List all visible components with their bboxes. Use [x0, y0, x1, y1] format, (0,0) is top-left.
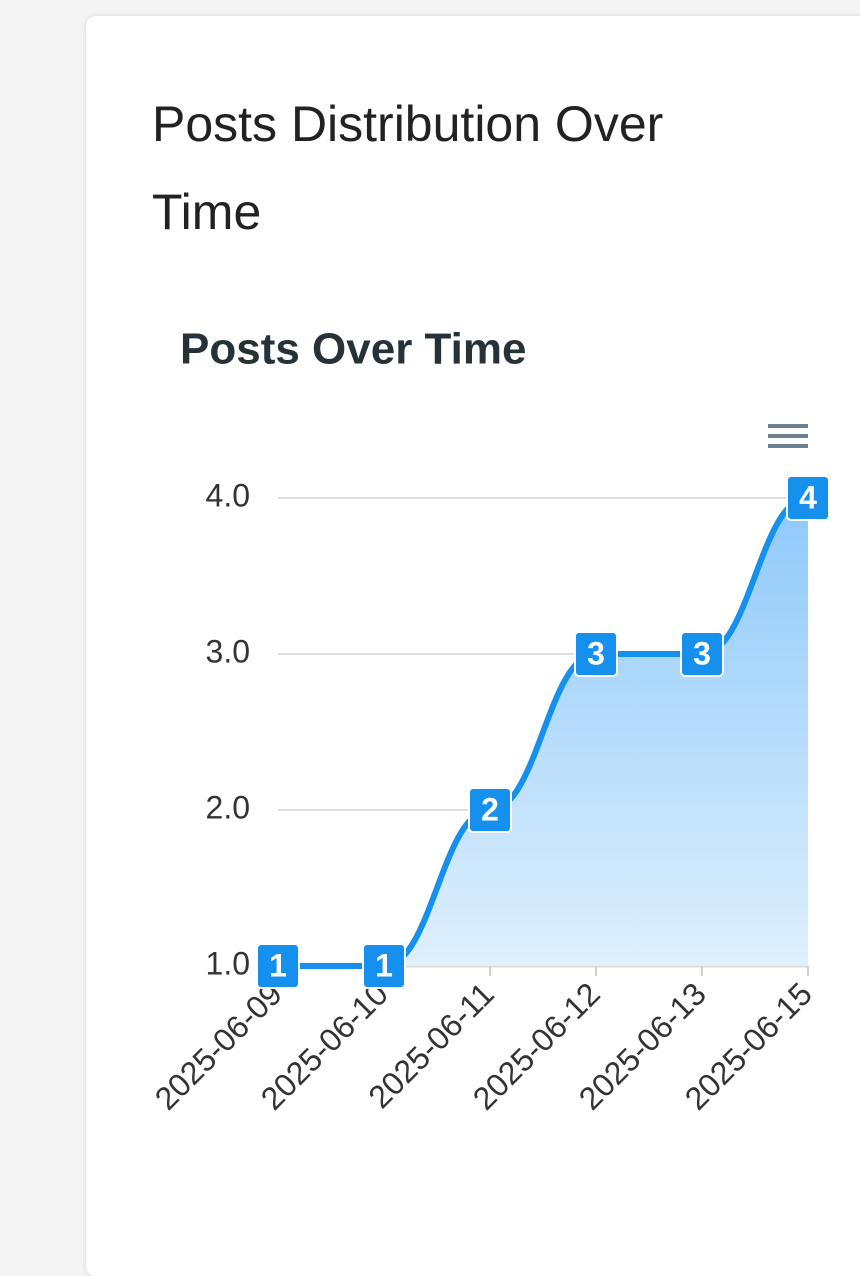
data-label-box	[786, 475, 830, 521]
data-label-box	[680, 631, 724, 677]
chart-title: Posts Over Time	[180, 325, 526, 374]
data-label-box	[362, 943, 406, 989]
data-label: 3	[693, 635, 711, 671]
card-title: Posts Distribution Over Time	[152, 96, 664, 240]
data-label: 1	[375, 947, 393, 983]
data-label: 4	[799, 479, 817, 515]
data-label-box	[468, 787, 512, 833]
page: Posts Distribution Over Time Posts Over …	[86, 16, 860, 1276]
y-tick-label: 4.0	[206, 477, 250, 513]
data-label-box	[574, 631, 618, 677]
y-tick-label: 3.0	[206, 633, 250, 669]
menu-icon[interactable]	[768, 424, 808, 448]
chart: Posts Over Time 2025-06-092025-06-102025…	[150, 325, 830, 1117]
data-label: 3	[587, 635, 605, 671]
data-label: 2	[481, 791, 499, 827]
data-label: 1	[269, 947, 287, 983]
y-tick-label: 1.0	[206, 945, 250, 981]
y-tick-label: 2.0	[206, 789, 250, 825]
data-label-box	[256, 943, 300, 989]
